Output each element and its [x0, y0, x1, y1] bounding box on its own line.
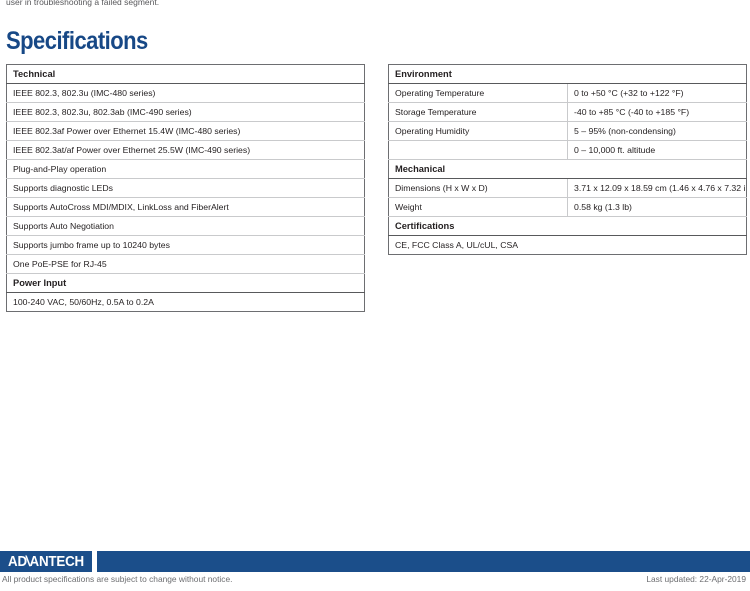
table-row: IEEE 802.3af Power over Ethernet 15.4W (… — [6, 121, 365, 141]
table-row: IEEE 802.3, 802.3u, 802.3ab (IMC-490 ser… — [6, 102, 365, 122]
spec-value: 5 – 95% (non-condensing) — [567, 121, 747, 141]
table-row: Supports AutoCross MDI/MDIX, LinkLoss an… — [6, 197, 365, 217]
spec-cell: IEEE 802.3, 802.3u, 802.3ab (IMC-490 ser… — [6, 102, 365, 122]
environment-table-body: Environment Operating Temperature 0 to +… — [388, 64, 747, 255]
advantech-logo: AD\ANTECH — [8, 554, 84, 570]
technical-specifications-table: Technical IEEE 802.3, 802.3u (IMC-480 se… — [6, 64, 365, 312]
section-header-row: Environment — [388, 64, 747, 84]
section-title: Mechanical — [388, 159, 747, 179]
spec-cell: 100-240 VAC, 50/60Hz, 0.5A to 0.2A — [13, 296, 154, 307]
spec-cell: IEEE 802.3af Power over Ethernet 15.4W (… — [6, 121, 365, 141]
spec-cell: One PoE-PSE for RJ-45 — [6, 254, 365, 274]
spec-label: Weight — [388, 197, 568, 217]
environment-specifications-table: Environment Operating Temperature 0 to +… — [388, 64, 747, 255]
footer-disclaimer: All product specifications are subject t… — [2, 574, 233, 584]
table-row: 0 – 10,000 ft. altitude — [388, 140, 747, 160]
table-row: Supports Auto Negotiation — [6, 216, 365, 236]
technical-table-body: Technical IEEE 802.3, 802.3u (IMC-480 se… — [6, 64, 365, 312]
spec-label: Dimensions (H x W x D) — [388, 178, 568, 198]
spec-cell: Supports jumbo frame up to 10240 bytes — [6, 235, 365, 255]
table-row: IEEE 802.3at/af Power over Ethernet 25.5… — [6, 140, 365, 160]
table-row: CE, FCC Class A, UL/cUL, CSA — [389, 236, 747, 255]
spec-cell: Supports diagnostic LEDs — [6, 178, 365, 198]
section-header-row: Mechanical — [388, 159, 747, 179]
table-row: One PoE-PSE for RJ-45 — [6, 254, 365, 274]
table-row: IEEE 802.3, 802.3u (IMC-480 series) — [6, 83, 365, 103]
table-row: Dimensions (H x W x D) 3.71 x 12.09 x 18… — [388, 178, 747, 198]
spec-value: -40 to +85 °C (-40 to +185 °F) — [567, 102, 747, 122]
spec-label: Operating Humidity — [388, 121, 568, 141]
section-title: Technical — [6, 64, 365, 84]
spec-value: 0.58 kg (1.3 lb) — [567, 197, 747, 217]
footer-logo-block — [0, 551, 92, 572]
logo-text-part2: ANTECH — [29, 554, 85, 570]
spec-cell: CE, FCC Class A, UL/cUL, CSA — [395, 239, 519, 250]
logo-text-part1: AD — [8, 554, 27, 570]
footer-last-updated: Last updated: 22-Apr-2019 — [646, 574, 746, 584]
footer-band — [0, 551, 750, 572]
spec-value: 0 to +50 °C (+32 to +122 °F) — [567, 83, 747, 103]
section-title: Environment — [388, 64, 747, 84]
spec-cell: Supports Auto Negotiation — [6, 216, 365, 236]
table-row: Weight 0.58 kg (1.3 lb) — [388, 197, 747, 217]
spec-cell: IEEE 802.3at/af Power over Ethernet 25.5… — [6, 140, 365, 160]
spec-value: 0 – 10,000 ft. altitude — [567, 140, 747, 160]
spec-value: 3.71 x 12.09 x 18.59 cm (1.46 x 4.76 x 7… — [567, 178, 747, 198]
spec-cell: Supports AutoCross MDI/MDIX, LinkLoss an… — [6, 197, 365, 217]
section-header-row: Certifications — [388, 216, 747, 236]
spec-label: Storage Temperature — [388, 102, 568, 122]
table-row: Plug-and-Play operation — [6, 159, 365, 179]
top-clipped-paragraph: user in troubleshooting a failed segment… — [6, 0, 160, 7]
footer-logo-separator — [92, 551, 97, 572]
table-row: Storage Temperature -40 to +85 °C (-40 t… — [388, 102, 747, 122]
section-header-row: Technical — [6, 64, 365, 84]
table-row: Operating Humidity 5 – 95% (non-condensi… — [388, 121, 747, 141]
section-title: Power Input — [6, 273, 365, 293]
section-title: Certifications — [388, 216, 747, 236]
table-row: Operating Temperature 0 to +50 °C (+32 t… — [388, 83, 747, 103]
table-row: Supports jumbo frame up to 10240 bytes — [6, 235, 365, 255]
spec-label: Operating Temperature — [388, 83, 568, 103]
section-header-row: Power Input — [6, 273, 365, 293]
table-row: Supports diagnostic LEDs — [6, 178, 365, 198]
table-row: 100-240 VAC, 50/60Hz, 0.5A to 0.2A — [7, 293, 365, 312]
spec-cell: Plug-and-Play operation — [6, 159, 365, 179]
spec-cell: IEEE 802.3, 802.3u (IMC-480 series) — [6, 83, 365, 103]
page-title: Specifications — [6, 27, 148, 55]
spec-label — [388, 140, 568, 160]
